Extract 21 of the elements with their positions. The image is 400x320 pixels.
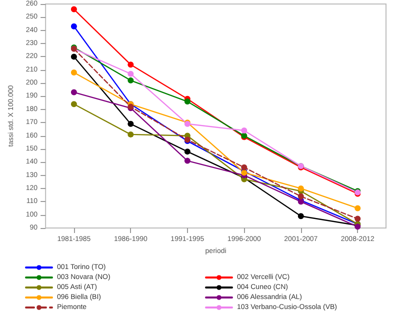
point xyxy=(70,70,77,76)
point xyxy=(241,127,248,134)
point xyxy=(184,158,190,164)
point xyxy=(298,213,304,220)
point xyxy=(184,98,190,105)
point xyxy=(70,101,77,108)
point xyxy=(70,89,77,96)
point xyxy=(354,216,361,222)
point xyxy=(128,77,134,84)
point xyxy=(128,131,134,138)
point xyxy=(298,185,304,192)
point xyxy=(70,23,77,30)
point xyxy=(184,148,190,155)
point xyxy=(241,164,248,170)
point xyxy=(70,54,77,60)
point xyxy=(70,6,77,12)
point xyxy=(128,120,134,127)
point xyxy=(354,205,361,212)
point xyxy=(128,62,134,68)
point xyxy=(128,70,134,77)
point xyxy=(298,193,304,200)
